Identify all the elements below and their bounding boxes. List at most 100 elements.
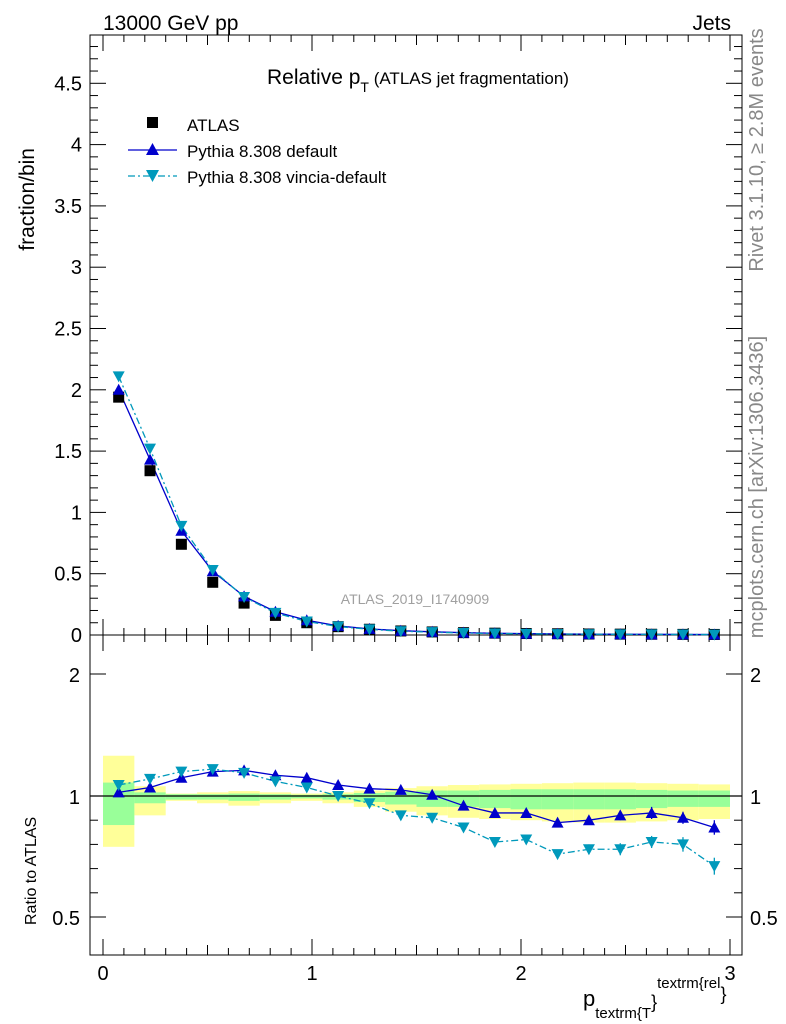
y-tick-label: 3.5 bbox=[54, 196, 82, 218]
ratio-default-point bbox=[708, 821, 721, 833]
plot-title: Relative pT (ATLAS jet fragmentation) bbox=[267, 66, 569, 95]
vincia-point bbox=[614, 629, 627, 641]
title-main: Relative p bbox=[267, 66, 360, 89]
x-label-brace: } bbox=[651, 992, 657, 1012]
y-tick-label: 1 bbox=[71, 502, 82, 524]
vincia-point bbox=[645, 629, 658, 641]
y-tick-label: 2 bbox=[71, 380, 82, 402]
ratio-vincia-point bbox=[332, 791, 345, 802]
vincia-point bbox=[112, 371, 125, 383]
main-plot-series bbox=[112, 371, 721, 641]
legend-label-vincia: Pythia 8.308 vincia-default bbox=[187, 168, 387, 187]
vincia-point bbox=[457, 628, 470, 640]
vincia-point bbox=[175, 520, 188, 532]
vincia-point bbox=[488, 628, 501, 640]
header-category-label: Jets bbox=[692, 12, 731, 35]
ratio-uncertainty-bands bbox=[103, 755, 730, 847]
vincia-point bbox=[332, 621, 345, 633]
legend-marker-atlas bbox=[147, 117, 158, 128]
ratio-default-point bbox=[394, 783, 407, 795]
ratio-vincia-point bbox=[269, 776, 282, 788]
vincia-point bbox=[708, 629, 721, 641]
band-inner-bin bbox=[385, 791, 417, 805]
ratio-vincia-point bbox=[238, 767, 251, 779]
title-rest: (ATLAS jet fragmentation) bbox=[369, 69, 569, 88]
ratio-vincia-point bbox=[520, 834, 533, 846]
vincia-point bbox=[363, 624, 376, 636]
y-tick-label: 4 bbox=[71, 135, 82, 157]
ratio-plot-series bbox=[112, 764, 721, 875]
vincia-point bbox=[582, 629, 595, 641]
band-inner-bin bbox=[165, 794, 198, 800]
x-axis-label: ptextrm{T}textrm{rel} bbox=[583, 975, 726, 1022]
band-inner-bin bbox=[698, 790, 730, 807]
ratio-vincia-point bbox=[206, 764, 219, 776]
ratio-vincia-point bbox=[363, 798, 376, 810]
rivet-version-label: Rivet 3.1.10, ≥ 2.8M events bbox=[746, 28, 768, 271]
vincia-point bbox=[520, 628, 533, 640]
band-inner-bin bbox=[259, 794, 292, 800]
legend-label-atlas: ATLAS bbox=[187, 116, 240, 135]
band-inner-bin bbox=[228, 793, 260, 801]
y-tick-label: 1.5 bbox=[54, 441, 82, 463]
ratio-default-point bbox=[426, 788, 439, 800]
band-inner-bin bbox=[667, 790, 699, 807]
ratio-vincia-line bbox=[118, 768, 715, 867]
x-tick-label: 3 bbox=[724, 963, 735, 985]
ratio-y-tick-label-right: 2 bbox=[750, 665, 761, 687]
atlas-point bbox=[175, 538, 187, 550]
atlas-point bbox=[113, 391, 125, 403]
vincia-point bbox=[206, 565, 219, 577]
vincia-point bbox=[238, 591, 251, 603]
ratio-vincia-point bbox=[645, 836, 658, 848]
band-inner-bin bbox=[353, 792, 386, 803]
ratio-default-point bbox=[520, 806, 533, 818]
vincia-point bbox=[551, 629, 564, 641]
vincia-point bbox=[269, 607, 282, 619]
vincia-point bbox=[394, 626, 407, 638]
ratio-default-point bbox=[112, 786, 125, 798]
title-sub: T bbox=[360, 79, 369, 95]
ratio-default-point bbox=[363, 782, 376, 794]
legend-label-default: Pythia 8.308 default bbox=[187, 142, 338, 161]
vincia-point bbox=[676, 629, 689, 641]
ratio-vincia-point bbox=[175, 766, 188, 778]
ratio-vincia-point bbox=[112, 780, 125, 792]
band-inner-bin bbox=[197, 794, 229, 800]
ratio-default-point bbox=[457, 799, 470, 811]
ratio-vincia-point bbox=[300, 782, 313, 794]
ratio-y-tick-label-left: 1 bbox=[69, 787, 80, 809]
band-inner-bin bbox=[635, 789, 668, 809]
band-inner-bin bbox=[479, 789, 511, 809]
ratio-vincia-point bbox=[426, 812, 439, 824]
x-label-sup: textrm{rel bbox=[657, 975, 720, 992]
ratio-vincia-point bbox=[708, 861, 721, 873]
x-tick-label: 2 bbox=[515, 963, 526, 985]
x-tick-label: 0 bbox=[97, 963, 108, 985]
ratio-vincia-point bbox=[582, 844, 595, 856]
atlas-point bbox=[144, 465, 156, 477]
ratio-default-point bbox=[676, 811, 689, 823]
default-point bbox=[144, 453, 157, 465]
x-label-base: p bbox=[583, 986, 595, 1011]
y-tick-label: 0 bbox=[71, 625, 82, 647]
ratio-default-point bbox=[582, 814, 595, 826]
default-point bbox=[112, 383, 125, 395]
y-axis-label-main: fraction/bin bbox=[16, 148, 39, 251]
ratio-default-point bbox=[645, 806, 658, 818]
ratio-default-line bbox=[118, 769, 715, 829]
atlas-point bbox=[238, 597, 250, 609]
ratio-y-tick-label-right: 0.5 bbox=[750, 908, 778, 930]
ratio-vincia-point bbox=[676, 839, 689, 851]
ratio-y-tick-label-left: 0.5 bbox=[52, 908, 80, 930]
band-inner-bin bbox=[134, 792, 166, 804]
source-site-label: mcplots.cern.ch [arXiv:1306.3436] bbox=[746, 336, 768, 638]
ratio-vincia-point bbox=[394, 810, 407, 822]
ratio-vincia-point bbox=[457, 822, 470, 834]
band-inner-bin bbox=[510, 789, 542, 810]
header-collision-label: 13000 GeV pp bbox=[103, 12, 238, 35]
band-inner-bin bbox=[573, 789, 605, 810]
x-label-end: } bbox=[720, 984, 726, 1004]
y-tick-label: 2.5 bbox=[54, 319, 82, 341]
